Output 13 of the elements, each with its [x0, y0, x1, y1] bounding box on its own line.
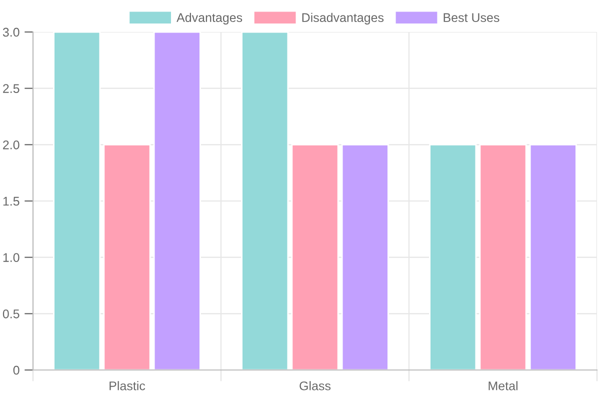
legend-label: Best Uses [444, 13, 500, 22]
x-tick-label: Metal [488, 381, 518, 390]
y-tick-label: 1.5 [3, 196, 20, 206]
y-tick-label: 0.5 [2, 309, 20, 318]
x-tick-label: Glass [300, 381, 331, 390]
x-tick-label: Plastic [110, 381, 146, 390]
legend-label: Advantages [176, 12, 242, 24]
y-tick-label: 0 [13, 366, 20, 375]
y-tick-label: 2.5 [3, 84, 20, 93]
y-tick-label: 3.0 [2, 28, 20, 37]
legend-label: Disadvantages [302, 12, 384, 24]
y-tick-label: 1.0 [3, 253, 20, 262]
y-tick-label: 2.0 [3, 140, 20, 150]
